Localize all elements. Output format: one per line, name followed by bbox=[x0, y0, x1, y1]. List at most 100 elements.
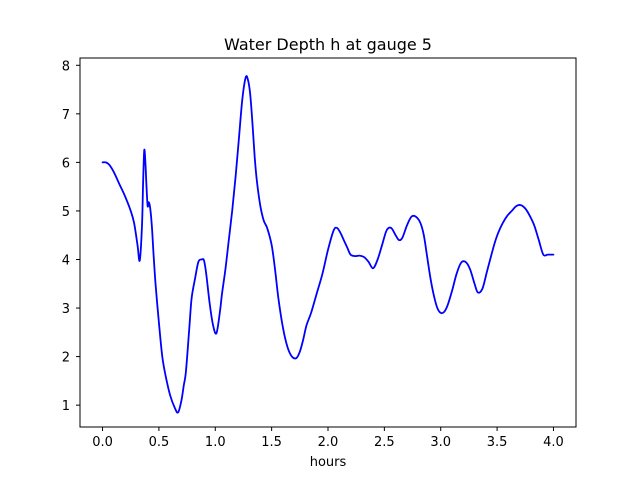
data-point bbox=[146, 186, 147, 187]
data-point bbox=[274, 269, 275, 270]
data-point bbox=[232, 210, 233, 211]
data-point bbox=[391, 227, 392, 228]
data-point bbox=[553, 254, 554, 255]
data-point bbox=[109, 164, 110, 165]
data-point bbox=[150, 215, 151, 216]
data-point bbox=[406, 225, 407, 226]
data-point bbox=[228, 239, 229, 240]
x-tick-label: 0.0 bbox=[92, 435, 113, 450]
data-point bbox=[137, 244, 138, 245]
chart-title: Water Depth h at gauge 5 bbox=[224, 35, 432, 54]
data-point bbox=[221, 293, 222, 294]
data-point bbox=[267, 227, 268, 228]
data-point bbox=[191, 298, 192, 299]
data-point bbox=[271, 244, 272, 245]
data-point bbox=[511, 210, 512, 211]
data-point bbox=[296, 357, 297, 358]
data-point bbox=[368, 261, 369, 262]
data-point bbox=[534, 225, 535, 226]
data-point bbox=[507, 215, 508, 216]
data-point bbox=[494, 242, 495, 243]
data-point bbox=[343, 239, 344, 240]
data-point bbox=[306, 324, 307, 325]
y-tick-label: 4 bbox=[62, 253, 70, 268]
data-point bbox=[433, 295, 434, 296]
data-point bbox=[538, 239, 539, 240]
data-point bbox=[139, 260, 140, 261]
data-point bbox=[354, 255, 355, 256]
data-point bbox=[469, 269, 470, 270]
data-point bbox=[377, 259, 378, 260]
data-point bbox=[148, 202, 149, 203]
data-point bbox=[256, 181, 257, 182]
data-point bbox=[482, 288, 483, 289]
x-tick-label: 4.0 bbox=[543, 435, 564, 450]
data-point bbox=[282, 327, 283, 328]
data-point bbox=[440, 312, 441, 313]
data-point bbox=[547, 254, 548, 255]
data-point bbox=[444, 311, 445, 312]
data-point bbox=[347, 247, 348, 248]
data-point bbox=[543, 254, 544, 255]
data-point bbox=[316, 293, 317, 294]
data-point bbox=[225, 269, 226, 270]
data-point bbox=[254, 157, 255, 158]
x-tick-label: 2.0 bbox=[318, 435, 339, 450]
series-line-0 bbox=[101, 75, 555, 414]
data-point bbox=[460, 262, 461, 263]
data-point bbox=[177, 412, 178, 413]
data-point bbox=[447, 305, 448, 306]
data-point bbox=[149, 205, 150, 206]
y-tick-label: 3 bbox=[62, 302, 70, 317]
data-point bbox=[310, 312, 311, 313]
data-point bbox=[189, 327, 190, 328]
data-point bbox=[212, 324, 213, 325]
y-tick-label: 7 bbox=[62, 108, 70, 123]
data-point bbox=[336, 227, 337, 228]
data-point bbox=[363, 256, 364, 257]
y-tick-label: 6 bbox=[62, 156, 70, 171]
x-axis-label: hours bbox=[310, 455, 347, 470]
data-point bbox=[287, 346, 288, 347]
plot-area bbox=[80, 58, 576, 427]
data-point bbox=[525, 208, 526, 209]
data-point bbox=[474, 283, 475, 284]
data-point bbox=[105, 162, 106, 163]
data-point bbox=[278, 298, 279, 299]
data-point bbox=[134, 222, 135, 223]
data-point bbox=[119, 184, 120, 185]
data-point bbox=[420, 222, 421, 223]
data-point bbox=[260, 205, 261, 206]
data-point bbox=[477, 292, 478, 293]
data-point bbox=[216, 333, 217, 334]
data-point bbox=[124, 196, 125, 197]
data-point bbox=[147, 205, 148, 206]
data-point bbox=[183, 385, 184, 386]
x-axis: 0.0 0.5 1.0 1.5 2.0 2.5 3.0 3.5 4.0 bbox=[92, 427, 564, 450]
data-point bbox=[395, 235, 396, 236]
data-point bbox=[162, 356, 163, 357]
data-point bbox=[415, 216, 416, 217]
data-point bbox=[430, 278, 431, 279]
data-point bbox=[170, 395, 171, 396]
data-point bbox=[359, 255, 360, 256]
data-point bbox=[194, 278, 195, 279]
data-point bbox=[152, 230, 153, 231]
y-tick-label: 5 bbox=[62, 205, 70, 220]
data-point bbox=[437, 307, 438, 308]
data-point bbox=[456, 273, 457, 274]
data-point bbox=[242, 99, 243, 100]
data-point bbox=[502, 222, 503, 223]
data-point bbox=[145, 162, 146, 163]
data-point bbox=[102, 162, 103, 163]
data-point bbox=[201, 259, 202, 260]
data-point bbox=[516, 205, 517, 206]
data-point bbox=[250, 94, 251, 95]
data-point bbox=[238, 138, 239, 139]
data-point bbox=[181, 400, 182, 401]
data-point bbox=[529, 215, 530, 216]
data-point bbox=[165, 375, 166, 376]
data-point bbox=[303, 339, 304, 340]
data-point bbox=[491, 254, 492, 255]
data-point bbox=[185, 371, 186, 372]
